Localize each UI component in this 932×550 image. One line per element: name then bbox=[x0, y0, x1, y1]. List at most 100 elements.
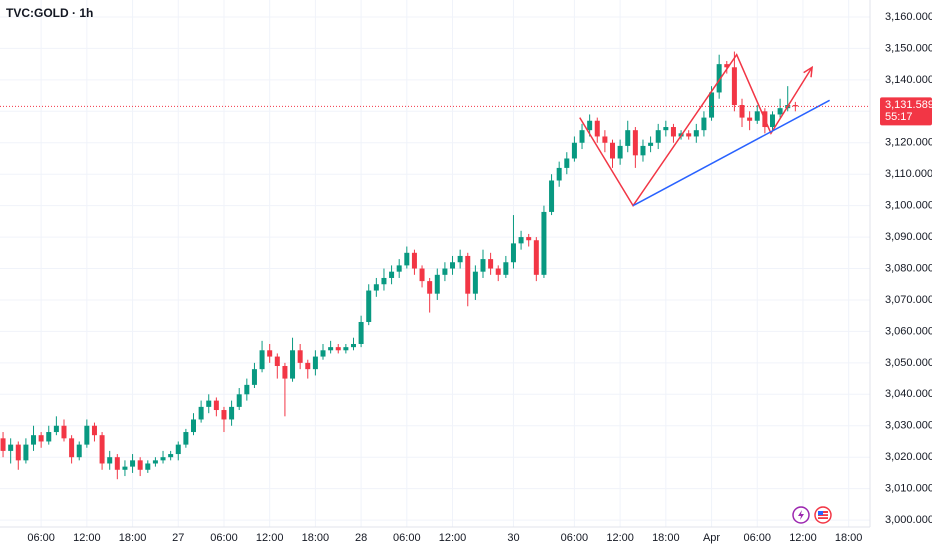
candle-body bbox=[663, 127, 669, 131]
candle-body bbox=[99, 435, 105, 464]
candle-body bbox=[15, 444, 21, 461]
candle-body bbox=[91, 425, 97, 436]
candle-body bbox=[107, 457, 113, 464]
candle-body bbox=[716, 64, 722, 93]
candle-body bbox=[731, 67, 737, 106]
x-tick-label: 18:00 bbox=[835, 532, 863, 544]
candle-body bbox=[282, 366, 288, 379]
candle-body bbox=[290, 350, 296, 379]
candle-body bbox=[419, 268, 425, 282]
candle-body bbox=[69, 438, 75, 458]
y-tick-label: 3,140.000 bbox=[885, 74, 932, 86]
candle-body bbox=[434, 274, 440, 294]
candle-body bbox=[31, 435, 37, 445]
candle-body bbox=[84, 425, 90, 445]
candle-body bbox=[122, 466, 128, 470]
candle-body bbox=[411, 252, 417, 269]
x-tick-label: 18:00 bbox=[302, 532, 330, 544]
x-tick-label: 12:00 bbox=[73, 532, 101, 544]
candle-body bbox=[701, 117, 707, 131]
bar-countdown: 55:17 bbox=[885, 111, 913, 123]
y-tick-label: 3,120.000 bbox=[885, 137, 932, 149]
candle-body bbox=[213, 400, 219, 411]
y-tick-label: 3,150.000 bbox=[885, 42, 932, 54]
candle-body bbox=[328, 347, 334, 351]
last-price-label: 3,131.589 bbox=[885, 99, 932, 111]
candle-body bbox=[495, 268, 501, 275]
x-tick-label: 06:00 bbox=[393, 532, 421, 544]
candle-body bbox=[518, 237, 524, 244]
candle-body bbox=[152, 460, 158, 464]
us-flag-icon[interactable] bbox=[814, 506, 832, 524]
x-tick-label: Apr bbox=[703, 532, 720, 544]
grid bbox=[0, 0, 870, 527]
candle-body bbox=[427, 281, 433, 294]
x-tick-label: 12:00 bbox=[439, 532, 467, 544]
candle-body bbox=[526, 237, 532, 241]
x-tick-label: 12:00 bbox=[256, 532, 284, 544]
candle-body bbox=[442, 268, 448, 275]
candle-body bbox=[175, 444, 181, 455]
candle-body bbox=[389, 271, 395, 278]
candle-body bbox=[191, 419, 197, 433]
candle-body bbox=[541, 211, 547, 275]
y-tick-label: 3,100.000 bbox=[885, 200, 932, 212]
x-tick-label: 06:00 bbox=[27, 532, 55, 544]
candle-body bbox=[8, 444, 14, 451]
x-tick-label: 06:00 bbox=[743, 532, 771, 544]
candle-body bbox=[739, 105, 745, 118]
y-tick-label: 3,020.000 bbox=[885, 451, 932, 463]
candle-body bbox=[229, 406, 235, 420]
candle-body bbox=[160, 457, 166, 461]
x-tick-label: 28 bbox=[355, 532, 367, 544]
flag-canton bbox=[818, 511, 823, 515]
y-tick-label: 3,080.000 bbox=[885, 262, 932, 274]
candle-body bbox=[632, 130, 638, 156]
candle-body bbox=[312, 356, 318, 370]
x-tick-label: 30 bbox=[507, 532, 519, 544]
candle-body bbox=[130, 460, 136, 467]
candle-body bbox=[343, 347, 349, 351]
candle-body bbox=[564, 158, 570, 168]
trend-drawing bbox=[632, 99, 830, 207]
chart-title: TVC:GOLD · 1h bbox=[6, 6, 93, 20]
candle-body bbox=[480, 259, 486, 272]
candle-body bbox=[23, 444, 29, 461]
candle-body bbox=[168, 454, 174, 458]
lightning-icon bbox=[798, 510, 804, 520]
candle-body bbox=[450, 262, 456, 269]
events-icon[interactable] bbox=[792, 506, 810, 524]
candle-body bbox=[221, 410, 227, 420]
x-tick-label: 27 bbox=[172, 532, 184, 544]
candle-body bbox=[236, 394, 242, 407]
candle-body bbox=[670, 127, 676, 137]
candle-body bbox=[366, 290, 372, 322]
x-tick-label: 12:00 bbox=[789, 532, 817, 544]
candle-body bbox=[335, 347, 341, 351]
candle-body bbox=[114, 457, 120, 470]
candle-body bbox=[472, 271, 478, 294]
candle-body bbox=[579, 130, 585, 143]
candle-body bbox=[373, 284, 379, 291]
candle-body bbox=[244, 384, 250, 395]
candle-body bbox=[404, 252, 410, 266]
candle-body bbox=[274, 356, 280, 367]
candle-body bbox=[503, 262, 509, 275]
candle-body bbox=[587, 120, 593, 131]
candle-body bbox=[465, 255, 471, 294]
candle-body bbox=[625, 130, 631, 146]
candle-body bbox=[38, 435, 44, 442]
candle-body bbox=[640, 145, 646, 156]
candle-body bbox=[358, 321, 364, 344]
candle-body bbox=[655, 130, 661, 143]
candle-body bbox=[693, 130, 699, 137]
plot-area bbox=[0, 51, 870, 480]
y-tick-label: 3,110.000 bbox=[885, 168, 932, 180]
candle-body bbox=[137, 460, 143, 470]
arrow-head bbox=[803, 65, 814, 78]
candle-body bbox=[46, 432, 52, 442]
candle-body bbox=[267, 350, 273, 357]
candle-body bbox=[251, 369, 257, 385]
candle-body bbox=[145, 463, 151, 470]
